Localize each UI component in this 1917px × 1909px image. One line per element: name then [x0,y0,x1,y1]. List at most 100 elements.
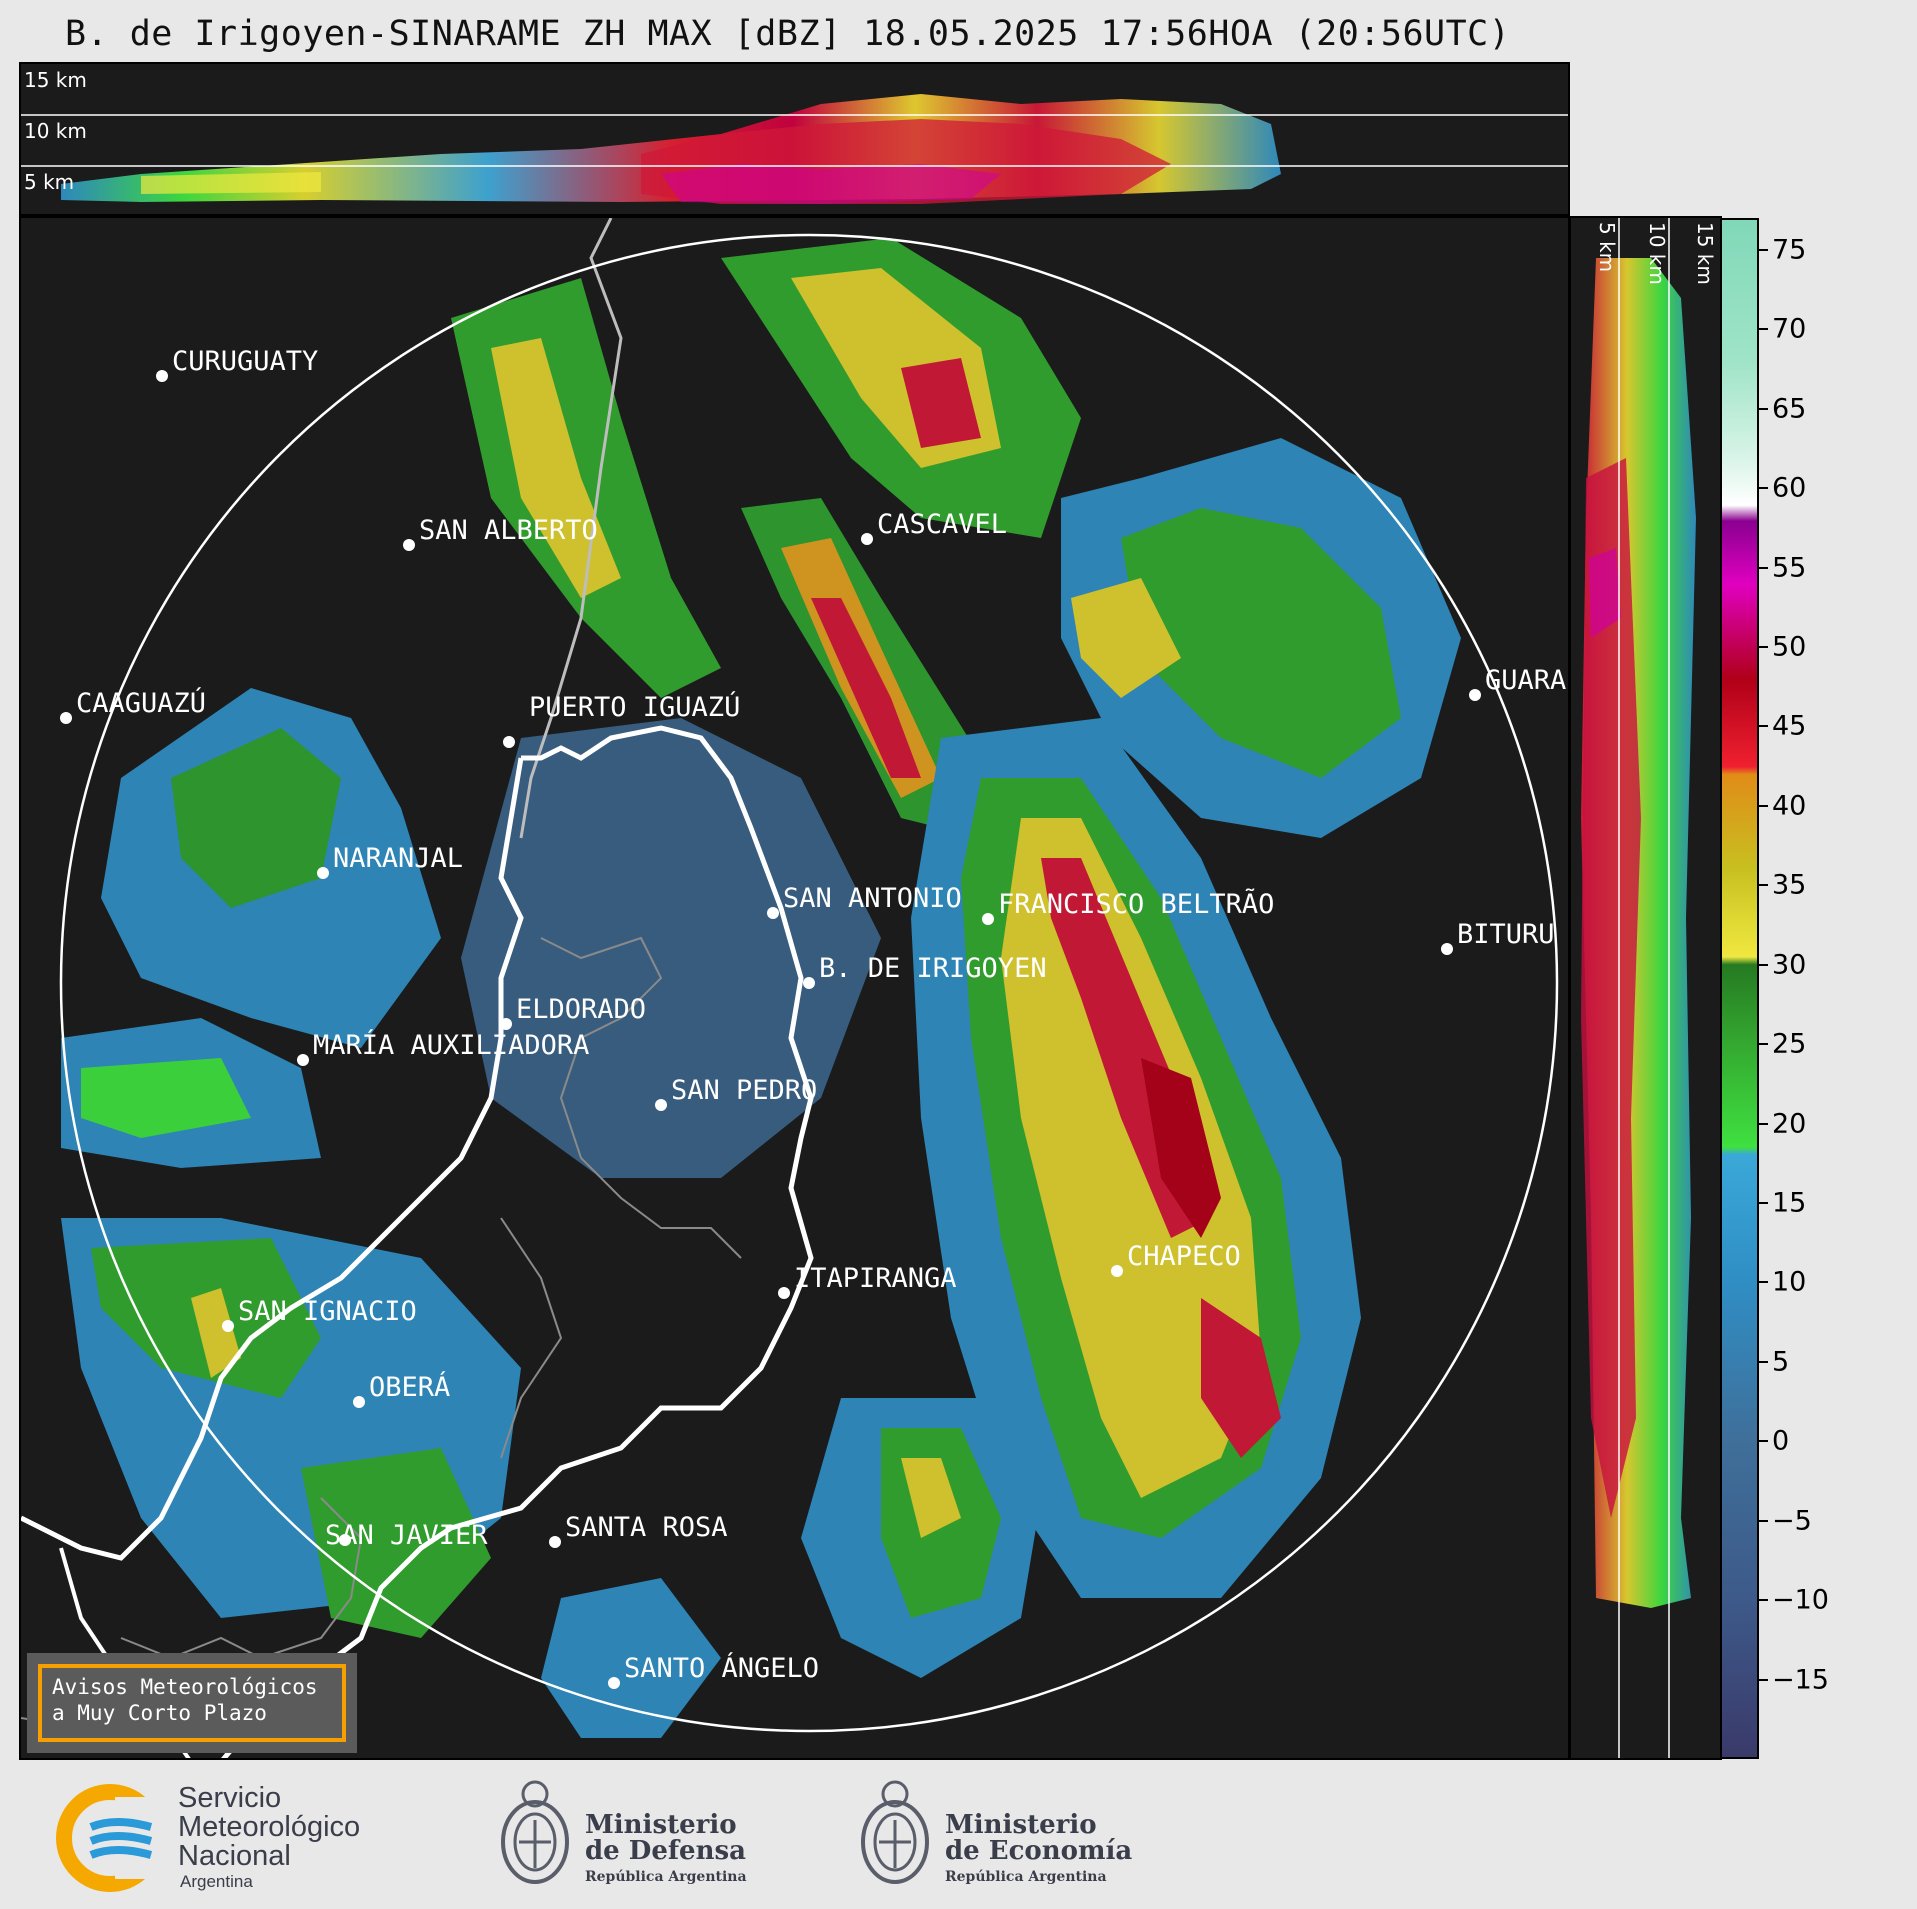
colorbar-tick [1759,566,1768,569]
defensa-line-3: República Argentina [585,1869,747,1885]
right-cross-section-echoes [1581,218,1696,1758]
defensa-line-2: de Defensa [585,1836,746,1866]
city-dot [803,977,815,989]
colorbar-tick-label: 75 [1772,234,1807,266]
city-label: B. DE IRIGOYEN [819,953,1047,984]
footer-logos: Servicio Meteorológico Nacional Argentin… [0,1762,1917,1909]
aviso-link[interactable]: Avisos Meteorológicos a Muy Corto Plazo [38,1664,346,1742]
height-label-10km-right: 10 km [1645,222,1669,285]
city-dot [767,907,779,919]
city-label: CURUGUATY [172,346,318,377]
colorbar-tick [1759,407,1768,410]
city-label: OBERÁ [369,1371,450,1403]
city-label: NARANJAL [333,843,463,874]
city-dot [982,913,994,925]
city-markers: CURUGUATY SAN ALBERTO CASCAVEL CAAGUAZÚ GUAR… [60,346,1566,1689]
height-label-10km: 10 km [24,119,87,143]
colorbar-tick-label: 20 [1772,1108,1807,1140]
city-label: PUERTO IGUAZÚ [529,691,740,723]
height-label-5km: 5 km [24,170,75,194]
city-label: FRANCISCO BELTRÃO [998,888,1274,920]
economia-line-3: República Argentina [945,1869,1107,1885]
city-dot [403,539,415,551]
radar-map-panel: CURUGUATY SAN ALBERTO CASCAVEL CAAGUAZÚ GUAR… [19,216,1570,1760]
colorbar-tick [1759,1122,1768,1125]
city-label: CASCAVEL [877,509,1007,540]
city-label: SAN JAVIER [325,1520,488,1551]
smn-line-1: Servicio [178,1782,282,1814]
colorbar-tick [1759,328,1768,331]
colorbar-tick [1759,804,1768,807]
colorbar-tick-label: 0 [1772,1425,1790,1457]
coat-of-arms-icon [861,1780,929,1884]
colorbar-tick-label: 55 [1772,552,1807,583]
colorbar-tick-label: 45 [1772,710,1807,742]
city-dot [778,1287,790,1299]
city-label: SAN PEDRO [671,1075,817,1106]
colorbar [1720,218,1759,1759]
colorbar-tick [1759,1043,1768,1046]
smn-logo-icon [56,1784,165,1892]
city-label: SANTO ÁNGELO [624,1652,819,1684]
colorbar-tick [1759,645,1768,648]
city-label: SAN ALBERTO [419,515,598,546]
colorbar-tick-label: −10 [1772,1584,1829,1616]
city-dot [60,712,72,724]
smn-line-3: Nacional [178,1840,291,1872]
colorbar-tick [1759,248,1768,251]
range-ring [59,233,1559,1733]
city-label: CAAGUAZÚ [76,687,206,719]
city-label: SAN ANTONIO [783,883,962,914]
smn-logo-text: Servicio Meteorológico Nacional Argentin… [178,1784,360,1893]
colorbar-tick-label: 35 [1772,869,1807,901]
page-title: B. de Irigoyen-SINARAME ZH MAX [dBZ] 18.… [65,14,1511,54]
colorbar-tick [1759,884,1768,887]
height-label-15km-right: 15 km [1693,222,1717,285]
smn-line-4: Argentina [180,1872,253,1891]
colorbar-tick-label: 5 [1772,1346,1790,1378]
city-label: ITAPIRANGA [794,1263,957,1294]
city-dot [156,370,168,382]
height-label-15km: 15 km [24,68,87,92]
economia-logo-text: Ministerio de Economía República Argenti… [945,1812,1132,1890]
city-dot [317,867,329,879]
colorbar-tick-label: 70 [1772,313,1807,345]
colorbar-tick-label: −5 [1772,1505,1812,1537]
colorbar-tick-label: 10 [1772,1266,1807,1298]
top-cross-section-panel: 15 km 10 km 5 km [19,62,1570,216]
city-label: CHAPECO [1127,1241,1241,1272]
colorbar-tick [1759,487,1768,490]
colorbar-tick-label: 40 [1772,790,1807,822]
defensa-line-1: Ministerio [585,1810,737,1840]
aviso-line-1: Avisos Meteorológicos [52,1675,318,1699]
colorbar-tick-label: 60 [1772,472,1807,504]
precipitation-echoes [61,238,1461,1738]
colorbar-tick [1759,1599,1768,1602]
colorbar-tick [1759,1519,1768,1522]
city-dot [1111,1265,1123,1277]
city-dot [500,1018,512,1030]
colorbar-tick [1759,963,1768,966]
city-dot [608,1677,620,1689]
city-label: BITURU [1457,919,1555,950]
aviso-box[interactable]: Avisos Meteorológicos a Muy Corto Plazo [27,1653,357,1753]
city-dot [353,1396,365,1408]
coat-of-arms-icon [501,1780,569,1884]
city-label: MARÍA AUXILIADORA [313,1029,589,1061]
city-dot [549,1536,561,1548]
city-dot [655,1099,667,1111]
colorbar-tick-label: −15 [1772,1664,1829,1696]
city-dot [503,736,515,748]
city-dot [1441,943,1453,955]
colorbar-tick [1759,1678,1768,1681]
height-label-5km-right: 5 km [1595,222,1619,273]
colorbar-tick-label: 65 [1772,393,1807,425]
colorbar-tick [1759,1360,1768,1363]
city-dot [339,1534,351,1546]
colorbar-tick-label: 15 [1772,1187,1807,1219]
top-cross-section-echoes [21,94,1568,204]
city-label: GUARA [1485,665,1566,696]
colorbar-tick [1759,1201,1768,1204]
radar-map: CURUGUATY SAN ALBERTO CASCAVEL CAAGUAZÚ GUAR… [21,218,1566,1758]
colorbar-tick-label: 30 [1772,949,1807,981]
